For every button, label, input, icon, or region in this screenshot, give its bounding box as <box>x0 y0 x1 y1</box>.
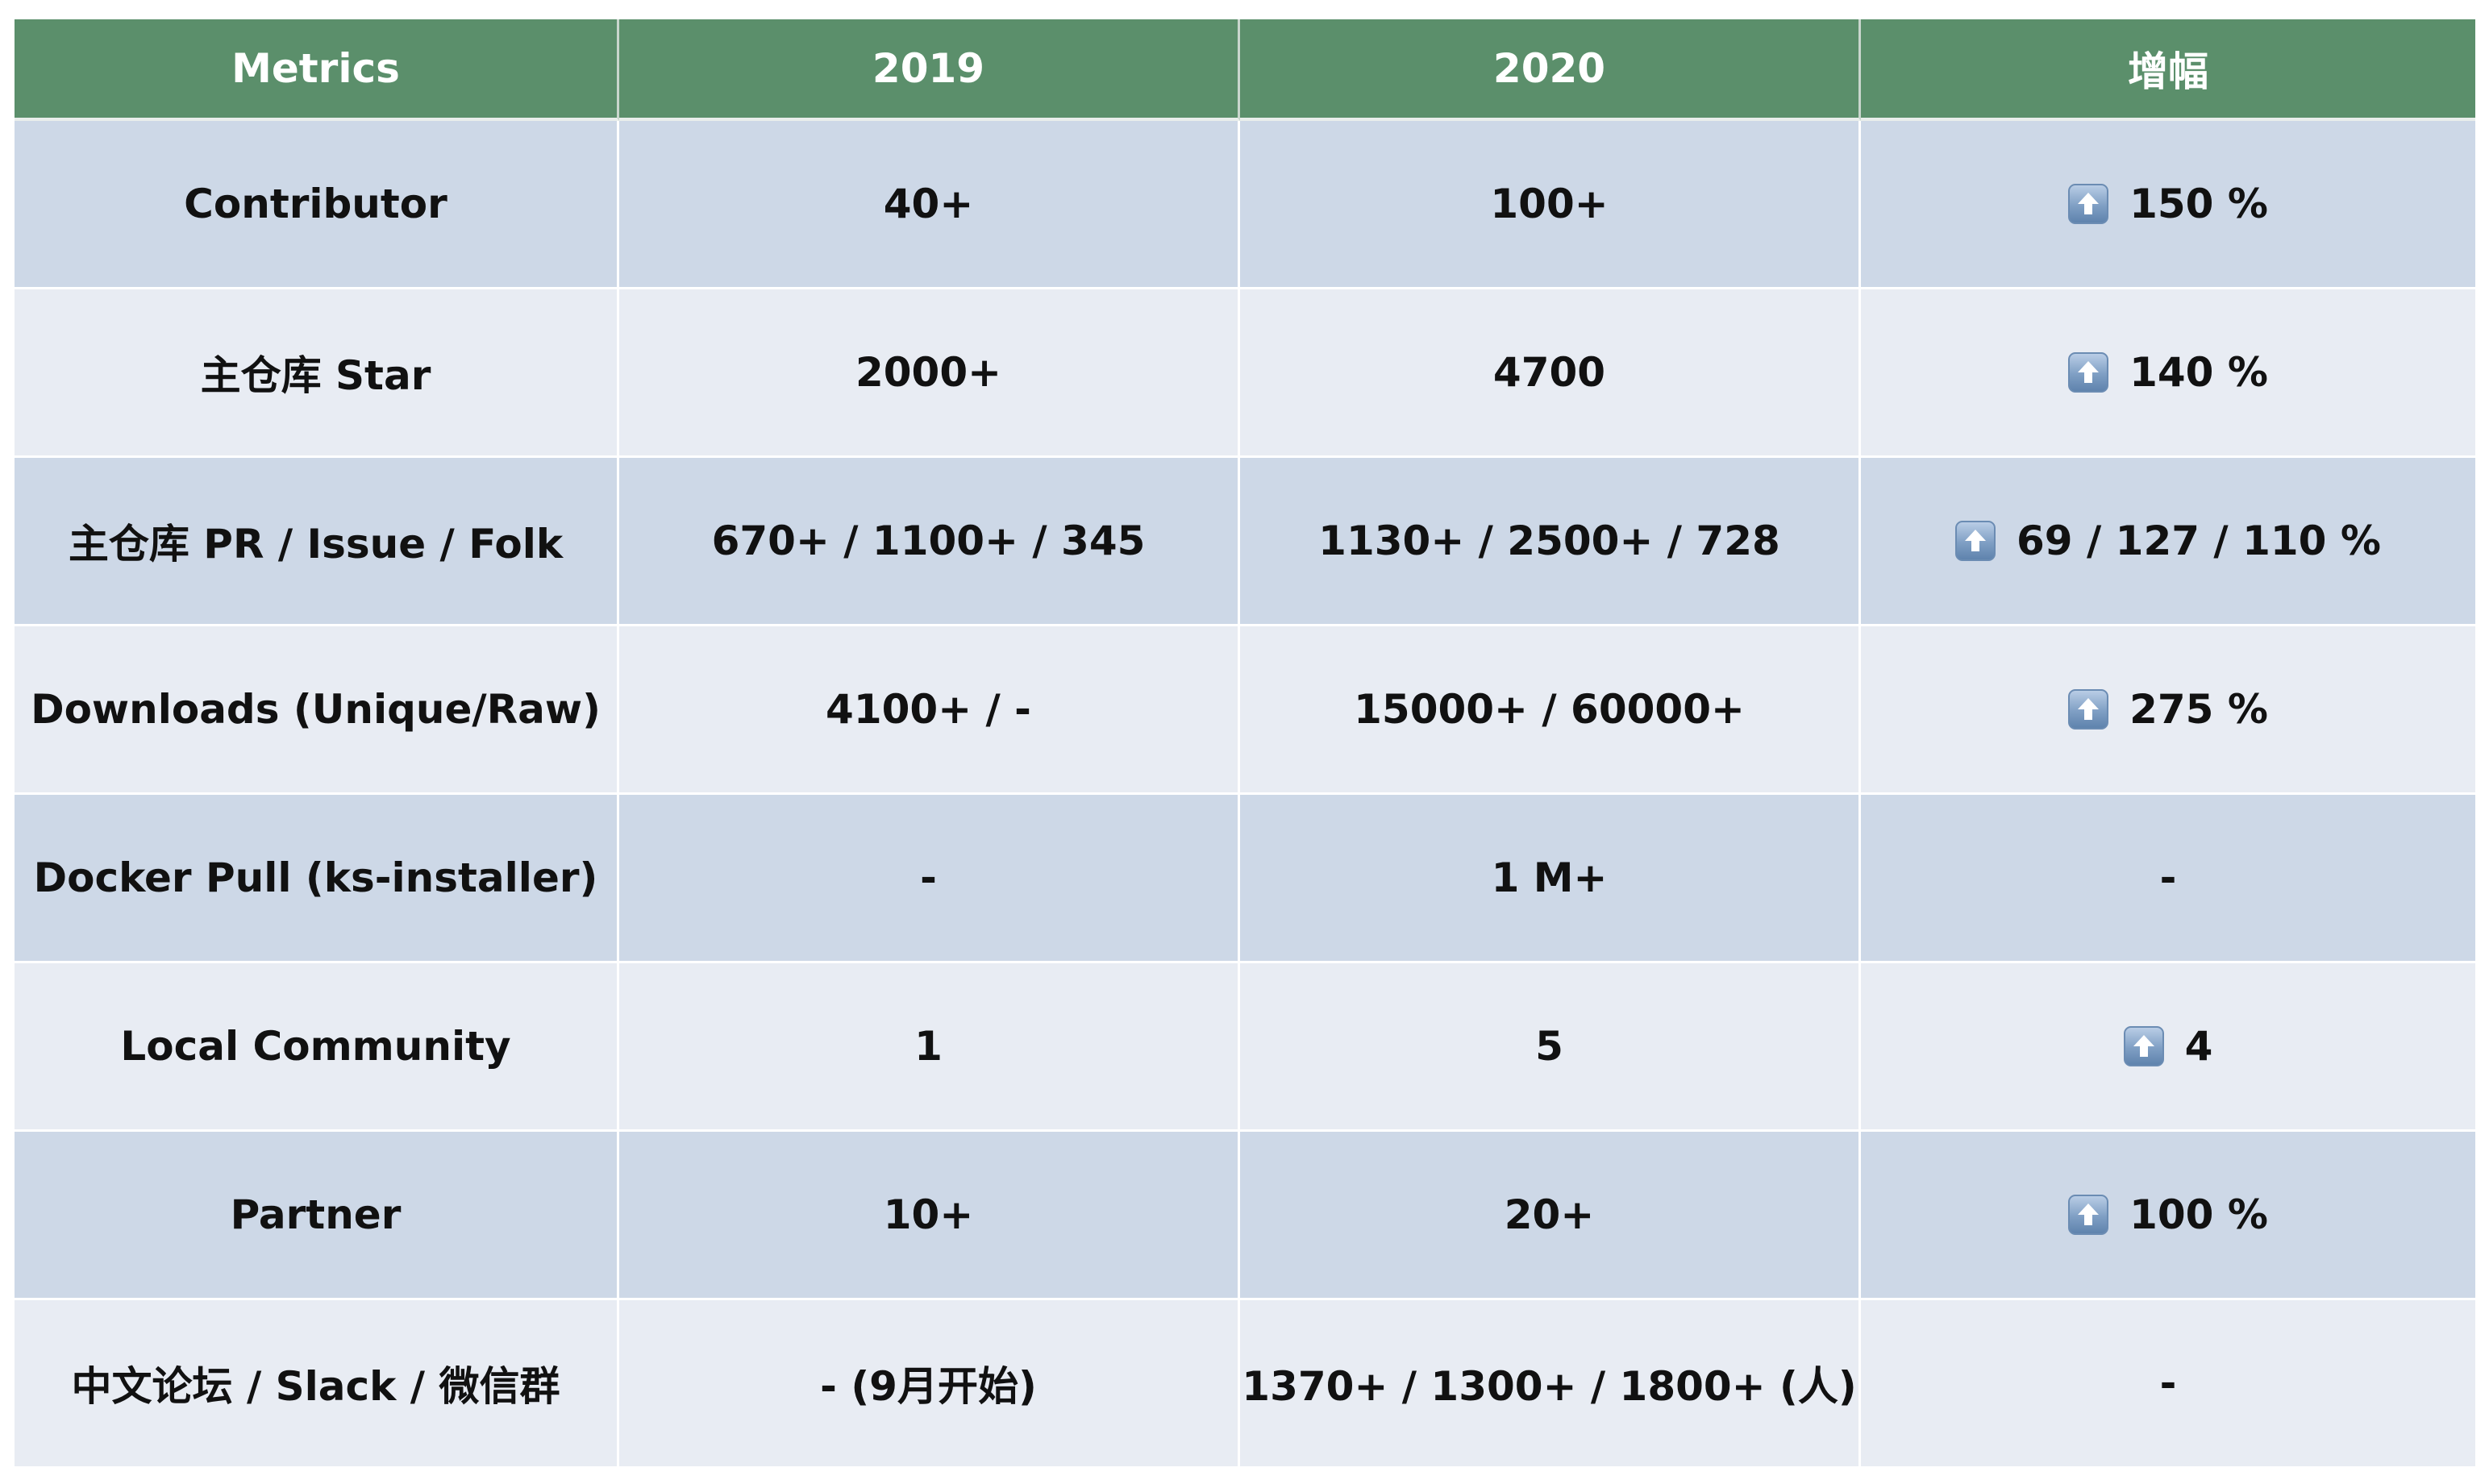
value-2020: 1130+ / 2500+ / 728 <box>1240 458 1861 626</box>
metrics-table: Metrics 2019 2020 增幅 Contributor 40+ 100+ 1… <box>15 19 2475 1469</box>
value-2020: 1 M+ <box>1240 795 1861 963</box>
up-arrow-icon <box>1955 521 1996 561</box>
up-arrow-icon <box>2068 689 2109 730</box>
gain-value-group: 140 % <box>2068 349 2268 396</box>
metric-name: 主仓库 PR / Issue / Folk <box>15 458 619 626</box>
value-2019: - (9月开始) <box>619 1300 1240 1469</box>
gain-value-group: 4 <box>2123 1023 2213 1070</box>
value-2019: 40+ <box>619 121 1240 289</box>
up-arrow-icon <box>2068 352 2109 393</box>
up-arrow-icon <box>2068 184 2109 224</box>
metric-name: 主仓库 Star <box>15 289 619 458</box>
value-2020: 1370+ / 1300+ / 1800+ (人) <box>1240 1300 1861 1469</box>
gain-cell: - <box>1861 1300 2475 1469</box>
value-2019: 10+ <box>619 1132 1240 1300</box>
gain-value-group: 69 / 127 / 110 % <box>1955 518 2381 564</box>
metric-name: Partner <box>15 1132 619 1300</box>
metric-name: Downloads (Unique/Raw) <box>15 626 619 795</box>
gain-value-group: 150 % <box>2068 181 2268 227</box>
value-2020: 15000+ / 60000+ <box>1240 626 1861 795</box>
gain-value-group: - <box>2160 854 2177 901</box>
gain-value: 140 % <box>2129 349 2268 396</box>
header-2020: 2020 <box>1240 19 1861 121</box>
gain-cell: 69 / 127 / 110 % <box>1861 458 2475 626</box>
up-arrow-icon <box>2123 1026 2164 1066</box>
value-2019: 4100+ / - <box>619 626 1240 795</box>
gain-cell: 275 % <box>1861 626 2475 795</box>
value-2020: 5 <box>1240 963 1861 1132</box>
gain-cell: 140 % <box>1861 289 2475 458</box>
value-2020: 4700 <box>1240 289 1861 458</box>
gain-cell: 150 % <box>1861 121 2475 289</box>
gain-value: 69 / 127 / 110 % <box>2017 518 2381 564</box>
metric-name: Docker Pull (ks-installer) <box>15 795 619 963</box>
gain-value-group: - <box>2160 1360 2177 1407</box>
value-2019: - <box>619 795 1240 963</box>
gain-value: 100 % <box>2129 1191 2268 1238</box>
value-2019: 2000+ <box>619 289 1240 458</box>
metric-name: Contributor <box>15 121 619 289</box>
value-2020: 20+ <box>1240 1132 1861 1300</box>
gain-value-group: 100 % <box>2068 1191 2268 1238</box>
gain-cell: - <box>1861 795 2475 963</box>
gain-value: - <box>2159 854 2177 901</box>
value-2019: 670+ / 1100+ / 345 <box>619 458 1240 626</box>
header-gain: 增幅 <box>1861 19 2475 121</box>
gain-value: 150 % <box>2129 181 2268 227</box>
header-metrics: Metrics <box>15 19 619 121</box>
gain-cell: 100 % <box>1861 1132 2475 1300</box>
gain-value: 4 <box>2184 1023 2213 1070</box>
gain-value-group: 275 % <box>2068 686 2268 733</box>
header-2019: 2019 <box>619 19 1240 121</box>
value-2019: 1 <box>619 963 1240 1132</box>
metric-name: 中文论坛 / Slack / 微信群 <box>15 1300 619 1469</box>
metric-name: Local Community <box>15 963 619 1132</box>
up-arrow-icon <box>2068 1195 2109 1235</box>
value-2020: 100+ <box>1240 121 1861 289</box>
gain-value: 275 % <box>2129 686 2268 733</box>
gain-cell: 4 <box>1861 963 2475 1132</box>
gain-value: - <box>2159 1360 2177 1407</box>
